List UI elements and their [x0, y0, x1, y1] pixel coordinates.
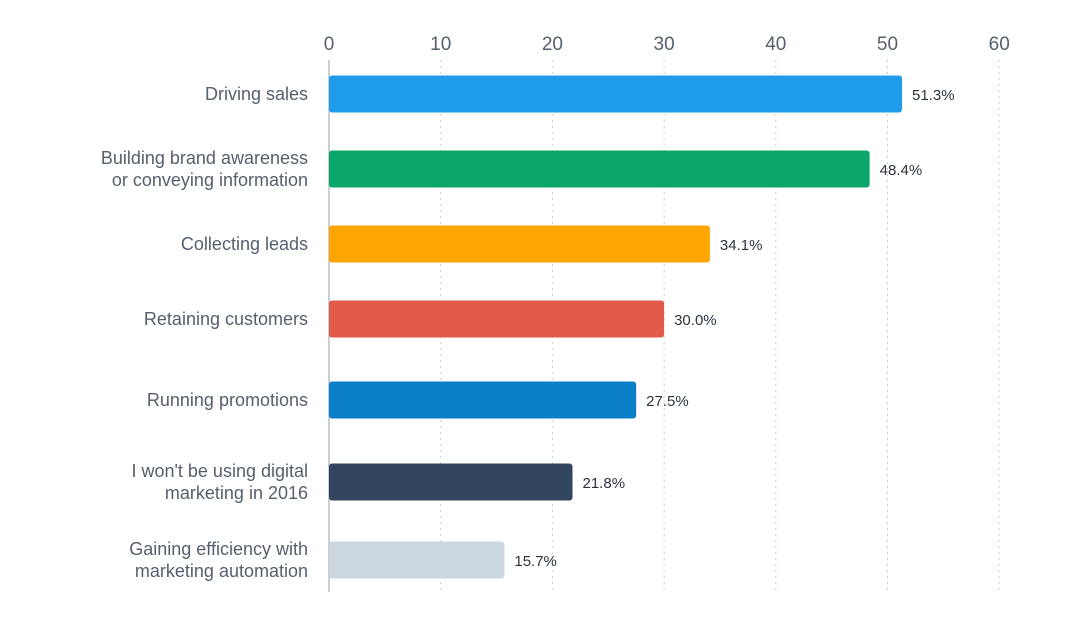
data-label: 30.0% — [674, 312, 717, 329]
bar — [329, 541, 505, 579]
category-label-line: Running promotions — [147, 390, 308, 410]
category-label-line: Building brand awareness — [101, 148, 308, 168]
data-label: 34.1% — [720, 237, 763, 254]
category-label: Gaining efficiency with marketing automat… — [129, 539, 308, 581]
category-label-line: Retaining customers — [144, 309, 308, 329]
x-tick-label: 20 — [542, 34, 563, 55]
data-label: 48.4% — [880, 162, 923, 179]
bar — [329, 381, 637, 419]
category-label-line: or conveying information — [112, 170, 308, 190]
category-label: Driving sales — [205, 84, 308, 104]
bars — [329, 75, 903, 579]
x-tick-label: 50 — [877, 34, 898, 55]
category-label: I won't be using digital marketing in 201… — [131, 461, 308, 503]
data-label: 51.3% — [912, 87, 955, 104]
category-label-line: Gaining efficiency with — [129, 539, 308, 559]
category-label-line: marketing in 2016 — [165, 483, 308, 503]
x-tick-label: 60 — [989, 34, 1010, 55]
category-label: Collecting leads — [181, 234, 308, 254]
x-tick-label: 40 — [765, 34, 786, 55]
bar — [329, 225, 710, 263]
x-axis-ticks: 0 10 20 30 40 50 60 — [324, 34, 1010, 55]
category-labels: Driving sales Building brand awareness or … — [101, 84, 308, 581]
bar — [329, 75, 903, 113]
category-label-line: Driving sales — [205, 84, 308, 104]
category-label: Running promotions — [147, 390, 308, 410]
bar — [329, 463, 573, 501]
data-label: 15.7% — [514, 553, 557, 570]
bar — [329, 150, 870, 188]
data-label: 27.5% — [646, 393, 689, 410]
category-label: Building brand awareness or conveying inf… — [101, 148, 308, 190]
value-labels: 51.3% 48.4% 34.1% 30.0% 27.5% 21.8% 15.7% — [514, 87, 954, 570]
category-label: Retaining customers — [144, 309, 308, 329]
category-label-line: I won't be using digital — [131, 461, 308, 481]
category-label-line: marketing automation — [135, 561, 308, 581]
x-tick-label: 10 — [430, 34, 451, 55]
x-tick-label: 0 — [324, 34, 335, 55]
category-label-line: Collecting leads — [181, 234, 308, 254]
x-tick-label: 30 — [654, 34, 675, 55]
data-label: 21.8% — [583, 475, 626, 492]
bar — [329, 300, 665, 338]
